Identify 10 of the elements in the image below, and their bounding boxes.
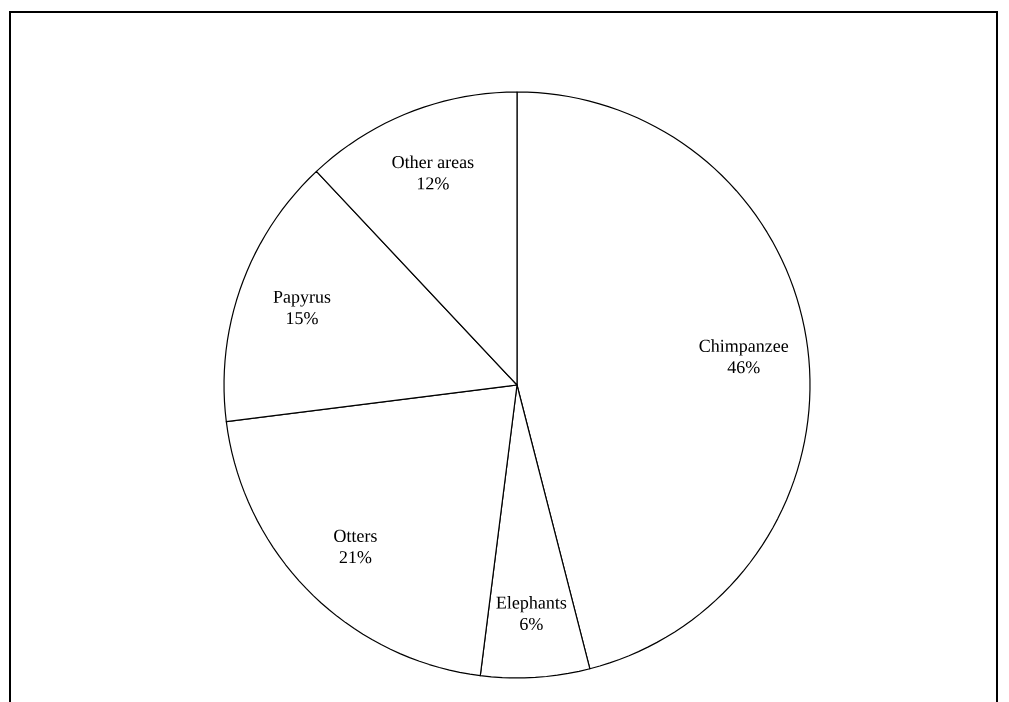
slice-label: Chimpanzee (699, 339, 789, 356)
data-label: 12% (417, 177, 449, 190)
data-label: 6% (520, 617, 543, 631)
data-label: 46% (727, 361, 760, 374)
slice-label: Elephants (496, 596, 567, 613)
slice-label: Papyrus (273, 290, 331, 307)
slice-label: Otters (334, 529, 377, 542)
data-label: 15% (287, 312, 318, 325)
slice-label: Other areas (392, 155, 474, 169)
data-label: 21% (339, 551, 372, 564)
